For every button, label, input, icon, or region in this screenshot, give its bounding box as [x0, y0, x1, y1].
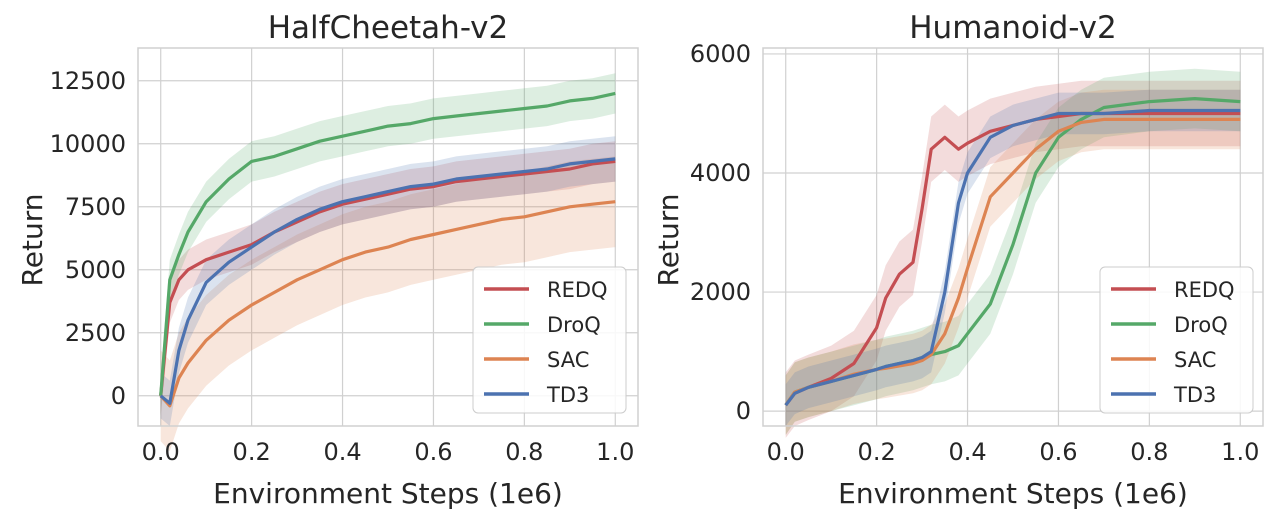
x-axis-label: Environment Steps (1e6): [213, 477, 563, 510]
band-droq: [160, 73, 616, 416]
x-tick-label: 0.4: [948, 438, 986, 466]
band-td3: [785, 89, 1241, 426]
y-tick-label: 0: [736, 397, 751, 425]
y-tick-label: 6000: [690, 40, 751, 68]
legend-label-sac: SAC: [547, 348, 589, 372]
y-axis-label: Return: [652, 194, 685, 287]
legend-label-td3: TD3: [1173, 383, 1216, 407]
band-sac: [785, 89, 1241, 435]
legend-box: [472, 266, 627, 414]
x-tick-label: 0.0: [767, 438, 805, 466]
series-line-sac: [159, 200, 616, 408]
legend-label-droq: DroQ: [547, 313, 601, 337]
chart-humanoid: 0.0 0.2 0.4 0.6 0.8 1.0 0 2000 4000 6000 Humanoid…: [652, 10, 1264, 510]
series-line-td3: [784, 108, 1241, 407]
x-tick-label: 0.2: [858, 438, 896, 466]
chart-halfcheetah: 0.0 0.2 0.4 0.6 0.8 1.0 0 2500 5000 7500 10000 1250…: [16, 10, 639, 510]
series-line-droq: [159, 91, 616, 396]
y-tick-label: 7500: [65, 193, 126, 221]
plot-frame: [762, 47, 1264, 427]
x-tick-label: 0.2: [233, 438, 271, 466]
y-tick-label: 2500: [65, 319, 126, 347]
band-redq: [785, 80, 1241, 438]
x-tick-label: 1.0: [596, 438, 634, 466]
chart-title: HalfCheetah-v2: [268, 10, 509, 46]
legend-box: [1099, 266, 1254, 414]
y-tick-label: 12500: [50, 67, 126, 95]
legend-label-droq: DroQ: [1174, 313, 1228, 337]
y-axis-label: Return: [16, 194, 49, 287]
x-tick-label: 0.4: [323, 438, 361, 466]
plot-frame: [137, 47, 639, 427]
legend: REDQ DroQ SAC TD3: [472, 266, 627, 414]
band-sac: [160, 156, 616, 452]
y-tick-label: 5000: [65, 256, 126, 284]
y-tick-label: 2000: [690, 278, 751, 306]
x-axis-label: Environment Steps (1e6): [838, 477, 1188, 510]
legend-label-td3: TD3: [546, 383, 589, 407]
y-tick-label: 10000: [50, 130, 126, 158]
y-tick-label: 4000: [690, 159, 751, 187]
chart-title: Humanoid-v2: [909, 10, 1116, 46]
legend-label-redq: REDQ: [1174, 278, 1235, 302]
x-tick-label: 0.8: [1130, 438, 1168, 466]
x-tick-label: 0.6: [1039, 438, 1077, 466]
x-tick-label: 1.0: [1221, 438, 1259, 466]
x-tick-label: 0.0: [142, 438, 180, 466]
y-tick-label: 0: [111, 382, 126, 410]
series-line-td3: [159, 157, 616, 405]
legend-label-sac: SAC: [1174, 348, 1216, 372]
band-droq: [785, 68, 1241, 435]
series-line-redq: [159, 159, 616, 396]
x-tick-label: 0.6: [414, 438, 452, 466]
legend-label-redq: REDQ: [547, 278, 608, 302]
x-tick-label: 0.8: [505, 438, 543, 466]
legend: REDQ DroQ SAC TD3: [1099, 266, 1254, 414]
